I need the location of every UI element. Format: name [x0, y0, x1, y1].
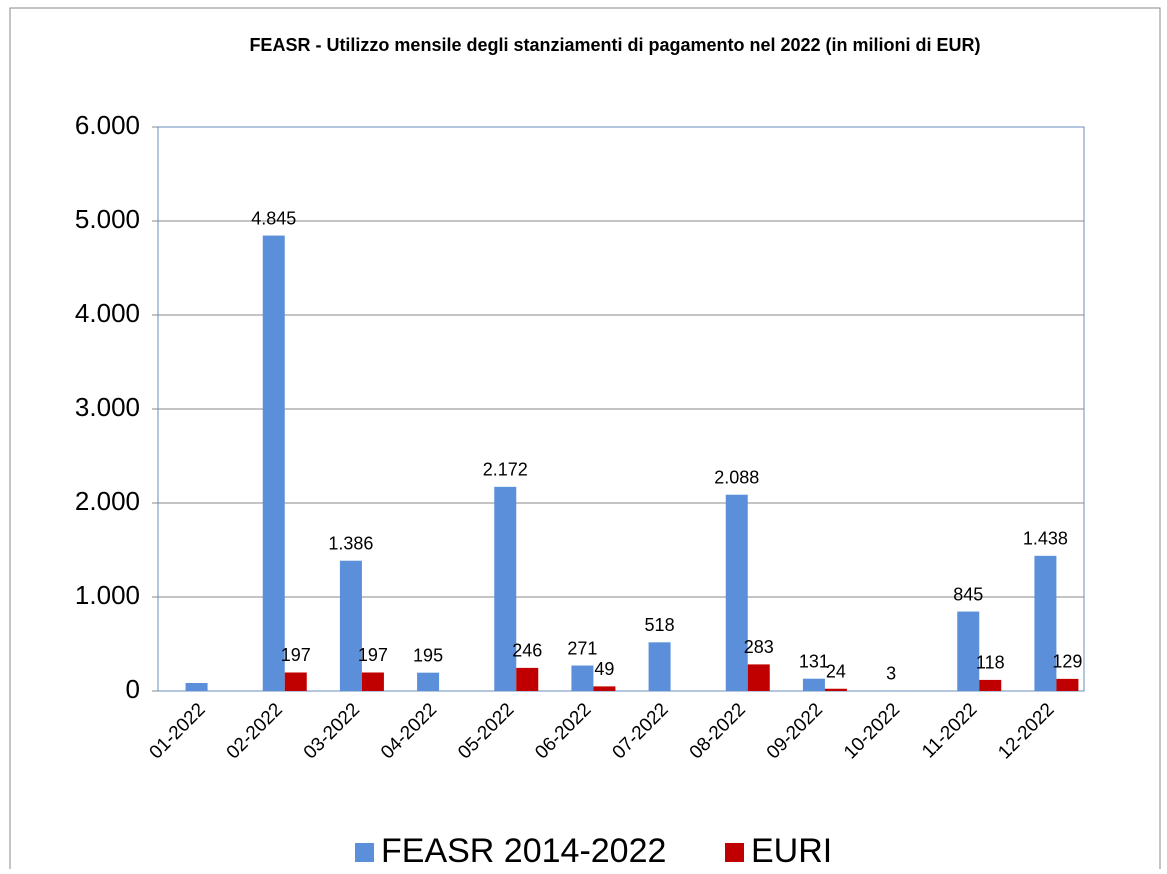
y-tick-label: 2.000 [75, 486, 140, 516]
bar [825, 689, 847, 691]
x-tick-label: 05-2022 [454, 699, 518, 763]
data-label: 3 [886, 663, 896, 683]
data-label: 4.845 [251, 208, 296, 228]
data-label: 197 [281, 645, 311, 665]
data-label: 195 [413, 645, 443, 665]
data-label: 518 [645, 615, 675, 635]
bar [726, 495, 748, 691]
data-label: 131 [799, 651, 829, 671]
bar [285, 672, 307, 691]
bar [593, 686, 615, 691]
data-label: 129 [1052, 652, 1082, 672]
y-tick-label: 3.000 [75, 392, 140, 422]
data-label: 283 [744, 637, 774, 657]
bar [748, 664, 770, 691]
data-label: 845 [953, 584, 983, 604]
bar [1056, 679, 1078, 691]
y-tick-label: 0 [126, 674, 140, 704]
legend-label: EURI [751, 832, 832, 869]
legend-swatch [355, 843, 374, 862]
data-label: 197 [358, 645, 388, 665]
chart-title: FEASR - Utilizzo mensile degli stanziame… [249, 35, 980, 55]
x-tick-label: 02-2022 [223, 699, 287, 763]
x-tick-label: 03-2022 [300, 699, 364, 763]
data-label: 118 [976, 653, 1005, 673]
data-label: 49 [594, 659, 614, 679]
bar [516, 668, 538, 691]
bar [649, 642, 671, 691]
data-label: 246 [512, 641, 542, 661]
data-label: 1.438 [1023, 529, 1068, 549]
bar [979, 680, 1001, 691]
data-label: 24 [826, 661, 846, 681]
y-tick-label: 4.000 [75, 298, 140, 328]
data-label: 271 [567, 638, 597, 658]
x-tick-label: 10-2022 [840, 699, 904, 763]
bar [263, 236, 285, 691]
bar [957, 612, 979, 691]
x-tick-label: 06-2022 [531, 699, 595, 763]
data-label: 2.088 [714, 467, 759, 487]
bar [571, 666, 593, 691]
data-label: 2.172 [483, 460, 528, 480]
y-tick-label: 5.000 [75, 204, 140, 234]
y-tick-label: 1.000 [75, 580, 140, 610]
bar [417, 673, 439, 691]
data-label: 1.386 [328, 533, 373, 553]
x-tick-label: 04-2022 [377, 699, 441, 763]
y-tick-label: 6.000 [75, 110, 140, 140]
legend-swatch [725, 843, 744, 862]
x-tick-label: 07-2022 [609, 699, 673, 763]
legend-label: FEASR 2014-2022 [381, 832, 666, 869]
x-tick-label: 12-2022 [994, 699, 1058, 763]
bar [186, 683, 208, 691]
x-tick-label: 08-2022 [686, 699, 750, 763]
x-tick-label: 09-2022 [763, 699, 827, 763]
bar [340, 561, 362, 691]
x-tick-label: 01-2022 [146, 699, 210, 763]
bar [803, 679, 825, 691]
x-tick-label: 11-2022 [918, 699, 981, 762]
bar [362, 672, 384, 691]
